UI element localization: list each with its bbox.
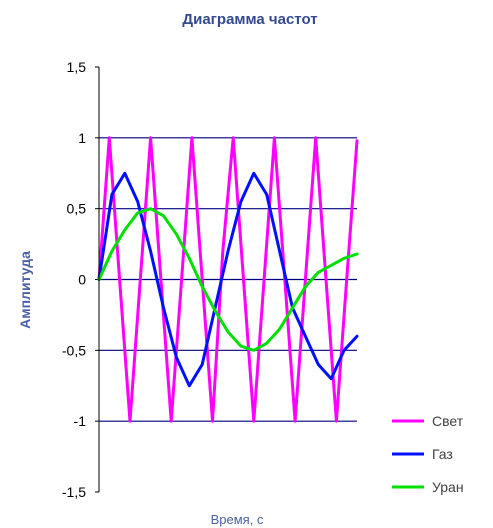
y-tick-label: 1	[78, 130, 86, 146]
y-tick-label: -0,5	[62, 342, 86, 358]
chart-title: Диаграмма частот	[182, 11, 317, 28]
series-line	[97, 207, 359, 352]
legend-label: Свет	[432, 413, 464, 429]
y-tick-label: -1	[74, 413, 87, 429]
y-tick-label: 0	[78, 272, 86, 288]
series-line	[97, 171, 359, 388]
series-lines	[97, 136, 359, 423]
legend-label: Газ	[432, 446, 453, 462]
y-tick-label: 0,5	[67, 201, 87, 217]
y-tick-label: -1,5	[62, 484, 86, 500]
y-axis-label: Амплитуда	[17, 251, 33, 329]
grid-lines	[99, 137, 357, 422]
series-line	[97, 136, 359, 423]
x-axis-label: Время, с	[211, 512, 264, 527]
legend: Свет Газ Уран	[392, 413, 464, 495]
y-tick-labels: 1,5 1 0,5 0 -0,5 -1 -1,5	[62, 59, 99, 500]
legend-label: Уран	[432, 479, 464, 495]
y-tick-label: 1,5	[67, 59, 87, 75]
